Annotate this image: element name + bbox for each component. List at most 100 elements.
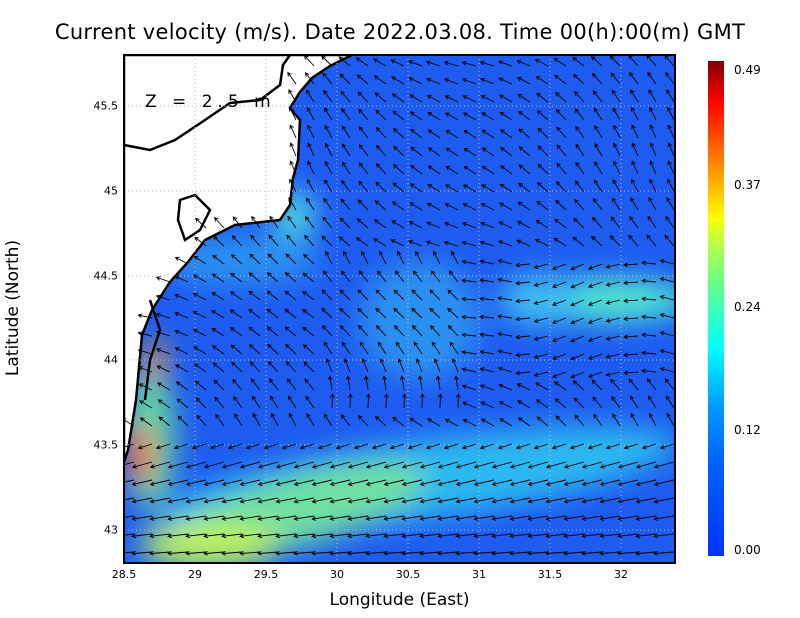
velocity-arrow <box>411 324 423 337</box>
velocity-arrow <box>131 551 153 556</box>
velocity-arrow <box>537 145 549 157</box>
velocity-arrow <box>248 326 261 337</box>
velocity-arrow <box>592 198 603 211</box>
velocity-arrow <box>429 324 441 337</box>
velocity-arrow <box>193 255 207 265</box>
velocity-arrow <box>415 250 423 265</box>
velocity-arrow <box>211 292 225 301</box>
velocity-arrow <box>365 551 387 556</box>
velocity-arrow <box>599 551 621 556</box>
velocity-arrow <box>231 361 243 373</box>
velocity-arrow <box>174 311 189 319</box>
velocity-arrow <box>270 412 279 427</box>
velocity-arrow <box>330 393 335 409</box>
velocity-arrow <box>303 234 315 247</box>
velocity-arrow <box>426 202 441 211</box>
velocity-arrow <box>324 179 333 193</box>
velocity-arrow <box>393 289 405 301</box>
velocity-arrow <box>211 273 225 283</box>
velocity-arrow <box>545 479 567 487</box>
velocity-arrow <box>293 479 315 487</box>
velocity-arrow <box>473 551 495 556</box>
velocity-arrow <box>286 234 297 247</box>
velocity-arrow <box>481 112 495 121</box>
velocity-arrow <box>213 235 225 247</box>
velocity-arrow <box>339 307 351 319</box>
velocity-arrow <box>491 551 513 556</box>
velocity-arrow <box>248 344 261 355</box>
velocity-arrow <box>491 515 513 521</box>
velocity-arrow <box>302 290 315 301</box>
velocity-arrow <box>623 443 639 450</box>
velocity-arrow <box>371 443 387 450</box>
velocity-arrow <box>211 345 225 355</box>
velocity-arrow <box>509 533 531 539</box>
velocity-arrow <box>289 160 297 175</box>
velocity-arrow <box>533 335 549 341</box>
velocity-arrow <box>554 398 567 409</box>
velocity-arrow <box>610 378 621 391</box>
velocity-arrow <box>515 352 531 358</box>
velocity-arrow <box>587 371 603 378</box>
velocity-arrow <box>185 497 207 504</box>
velocity-arrow <box>394 270 405 283</box>
velocity-arrow <box>329 515 351 521</box>
velocity-arrow <box>251 395 261 409</box>
velocity-arrow <box>323 413 333 427</box>
velocity-arrow <box>375 144 387 157</box>
velocity-arrow <box>517 400 531 409</box>
velocity-arrow <box>329 479 351 487</box>
velocity-arrow <box>535 75 549 85</box>
velocity-arrow <box>455 497 477 504</box>
velocity-arrow <box>285 343 297 355</box>
velocity-arrow <box>288 89 297 103</box>
velocity-arrow <box>569 443 585 450</box>
velocity-arrow <box>653 497 675 504</box>
velocity-arrow <box>641 332 657 338</box>
velocity-arrow <box>536 92 549 103</box>
velocity-arrow <box>340 414 351 427</box>
velocity-arrow <box>411 307 423 319</box>
velocity-arrow <box>379 358 387 373</box>
velocity-arrow <box>587 263 603 270</box>
y-tick: 45.5 <box>93 99 119 113</box>
velocity-arrow <box>631 106 639 121</box>
velocity-arrow <box>212 254 225 265</box>
velocity-arrow <box>392 182 405 193</box>
velocity-arrow <box>275 479 297 487</box>
velocity-arrow <box>592 216 603 229</box>
velocity-arrow <box>185 461 207 469</box>
velocity-arrow <box>623 298 639 304</box>
velocity-arrow <box>533 317 549 323</box>
velocity-arrow <box>321 289 333 301</box>
velocity-arrow <box>518 128 531 139</box>
velocity-arrow <box>359 341 369 355</box>
velocity-arrow <box>215 413 225 427</box>
velocity-arrow <box>433 358 441 373</box>
velocity-arrow <box>347 533 369 539</box>
velocity-arrow <box>230 344 243 355</box>
velocity-arrow <box>445 129 459 139</box>
velocity-arrow <box>268 234 279 247</box>
velocity-arrow <box>555 181 567 193</box>
velocity-arrow <box>649 106 657 121</box>
velocity-arrow <box>299 443 315 450</box>
velocity-arrow <box>306 197 315 211</box>
velocity-arrow <box>401 479 423 487</box>
velocity-arrow <box>591 379 603 391</box>
velocity-arrow <box>185 515 207 521</box>
velocity-arrow <box>365 497 387 504</box>
velocity-arrow <box>611 395 621 409</box>
velocity-arrow <box>443 60 459 67</box>
velocity-arrow <box>515 298 531 304</box>
velocity-arrow <box>212 362 225 373</box>
velocity-arrow <box>383 551 405 556</box>
velocity-arrow <box>137 348 153 355</box>
velocity-arrow <box>425 60 441 67</box>
velocity-arrow <box>341 341 351 355</box>
velocity-arrow <box>311 479 333 487</box>
velocity-arrow <box>429 289 441 301</box>
velocity-arrow <box>533 443 549 450</box>
velocity-arrow <box>570 353 585 361</box>
